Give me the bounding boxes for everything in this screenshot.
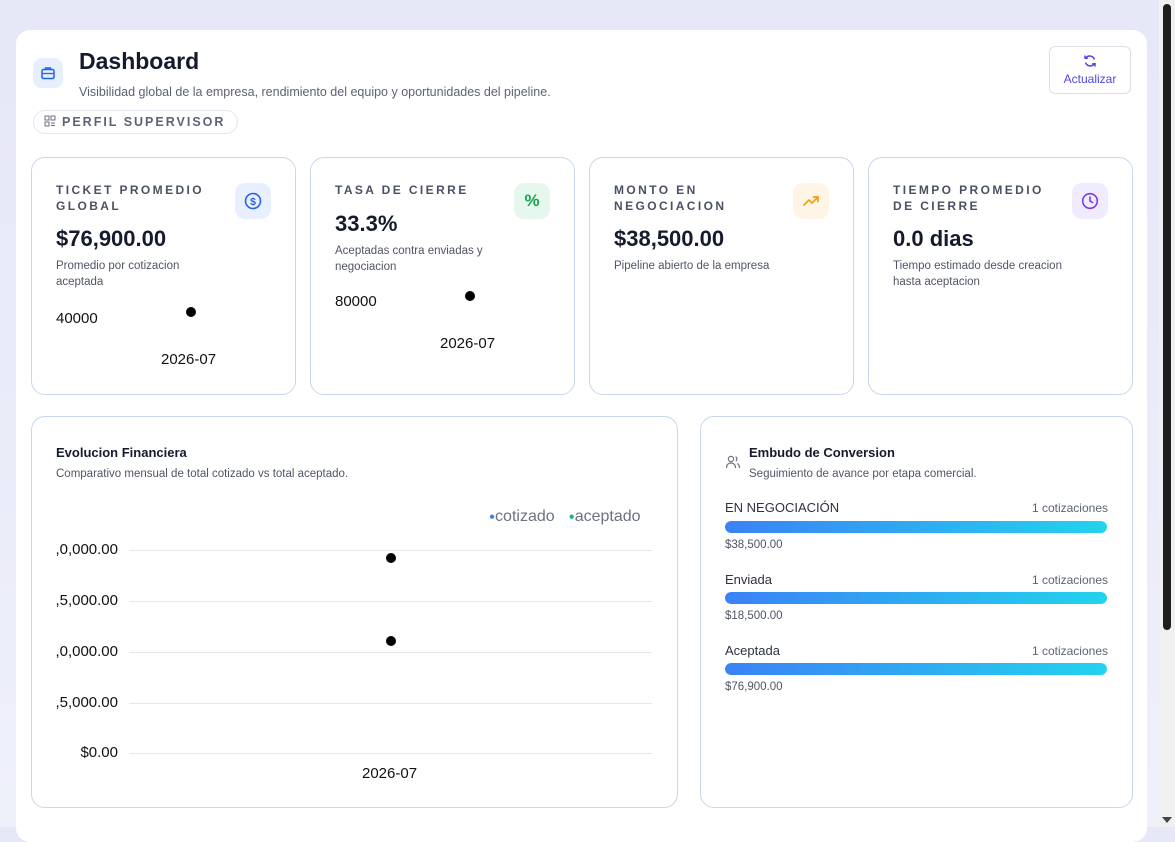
kpi-label: TICKET PROMEDIO GLOBAL xyxy=(56,183,205,213)
gridline xyxy=(129,753,652,754)
financial-chart-subtitle: Comparativo mensual de total cotizado vs… xyxy=(56,468,349,480)
chart-legend: ●cotizado ●aceptado xyxy=(489,508,641,526)
chart-point-aceptado xyxy=(386,636,396,646)
mini-chart-y-tick: 80000 xyxy=(335,293,377,310)
funnel-subtitle: Seguimiento de avance por etapa comercia… xyxy=(749,468,977,480)
role-badge-label: PERFIL SUPERVISOR xyxy=(62,115,226,129)
x-tick-label: 2026-07 xyxy=(362,765,418,782)
kpi-label: TIEMPO PROMEDIO DE CIERRE xyxy=(893,183,1044,213)
funnel-stage-count: 1 cotizaciones xyxy=(1031,644,1108,658)
grid-icon xyxy=(44,115,56,130)
gridline xyxy=(129,652,652,653)
users-icon xyxy=(725,454,741,475)
y-tick-label: ,5,000.00 xyxy=(55,592,118,609)
mini-chart-x-tick: 2026-07 xyxy=(440,335,496,352)
kpi-value: $38,500.00 xyxy=(614,226,725,251)
funnel-stage-bar-fill xyxy=(725,521,1107,533)
funnel-stage-count: 1 cotizaciones xyxy=(1031,573,1108,587)
funnel-stage-bar-fill xyxy=(725,663,1107,675)
financial-chart-title: Evolucion Financiera xyxy=(56,445,187,460)
legend-item-cotizado[interactable]: ●cotizado xyxy=(489,508,555,525)
mini-chart-y-tick: 40000 xyxy=(56,310,98,327)
mini-chart-x-tick: 2026-07 xyxy=(161,351,217,368)
gridline xyxy=(129,703,652,704)
kpi-card-closing-time: TIEMPO PROMEDIO DE CIERRE 0.0 dias Tiemp… xyxy=(868,157,1133,395)
gridline xyxy=(129,601,652,602)
y-tick-label: ,0,000.00 xyxy=(55,643,118,660)
kpi-description: Tiempo estimado desde creacion hasta ace… xyxy=(893,260,1062,288)
conversion-funnel-card: Embudo de Conversion Seguimiento de avan… xyxy=(700,416,1133,808)
kpi-card-closing-rate: TASA DE CIERRE % 33.3% Aceptadas contra … xyxy=(310,157,575,395)
funnel-stage-label: Aceptada xyxy=(725,643,780,658)
kpi-card-ticket: TICKET PROMEDIO GLOBAL $ $76,900.00 Prom… xyxy=(31,157,296,395)
kpi-card-negotiation: MONTO EN NEGOCIACION $38,500.00 Pipeline… xyxy=(589,157,854,395)
svg-text:$: $ xyxy=(250,196,256,208)
refresh-button[interactable]: Actualizar xyxy=(1049,46,1131,94)
chart-point-cotizado xyxy=(386,553,396,563)
funnel-stage-bar xyxy=(725,592,1107,604)
funnel-stage-amount: $38,500.00 xyxy=(725,539,783,551)
kpi-label: TASA DE CIERRE xyxy=(335,183,469,197)
financial-chart-card: Evolucion Financiera Comparativo mensual… xyxy=(31,416,678,808)
kpi-description: Pipeline abierto de la empresa xyxy=(614,260,770,272)
kpi-label: MONTO EN NEGOCIACION xyxy=(614,183,727,213)
refresh-icon xyxy=(1083,54,1097,71)
page-title: Dashboard xyxy=(79,48,200,74)
funnel-stage-amount: $76,900.00 xyxy=(725,681,783,693)
kpi-value: 0.0 dias xyxy=(893,226,974,251)
funnel-title: Embudo de Conversion xyxy=(749,445,895,460)
legend-item-aceptado[interactable]: ●aceptado xyxy=(568,508,641,525)
refresh-button-label: Actualizar xyxy=(1063,72,1117,86)
page-scrollbar[interactable] xyxy=(1159,0,1175,827)
page-subtitle: Visibilidad global de la empresa, rendim… xyxy=(79,85,551,99)
kpi-value: 33.3% xyxy=(335,211,398,236)
briefcase-icon xyxy=(33,58,63,88)
y-tick-label: ,5,000.00 xyxy=(55,694,118,711)
scrollbar-thumb[interactable] xyxy=(1163,4,1171,630)
funnel-stage-bar xyxy=(725,663,1107,675)
role-badge: PERFIL SUPERVISOR xyxy=(33,110,239,134)
y-tick-label: $0.00 xyxy=(80,744,118,761)
funnel-stage-count: 1 cotizaciones xyxy=(1031,501,1108,515)
trending-up-icon xyxy=(793,183,829,219)
funnel-stage-bar xyxy=(725,521,1107,533)
kpi-value: $76,900.00 xyxy=(56,226,167,251)
dollar-icon: $ xyxy=(235,183,271,219)
scroll-down-arrow-icon[interactable] xyxy=(1162,817,1172,823)
y-tick-label: ,0,000.00 xyxy=(55,541,118,558)
percent-icon: % xyxy=(514,183,550,219)
funnel-stage-label: Enviada xyxy=(725,572,772,587)
kpi-description: Aceptadas contra enviadas y negociacion xyxy=(335,245,483,273)
mini-chart-point xyxy=(465,291,475,301)
funnel-stage-bar-fill xyxy=(725,592,1107,604)
gridline xyxy=(129,550,652,551)
funnel-stage-label: EN NEGOCIACIÓN xyxy=(725,500,840,515)
funnel-stage-amount: $18,500.00 xyxy=(725,610,783,622)
mini-chart-point xyxy=(186,307,196,317)
kpi-description: Promedio por cotizacion aceptada xyxy=(56,260,180,288)
clock-icon xyxy=(1072,183,1108,219)
